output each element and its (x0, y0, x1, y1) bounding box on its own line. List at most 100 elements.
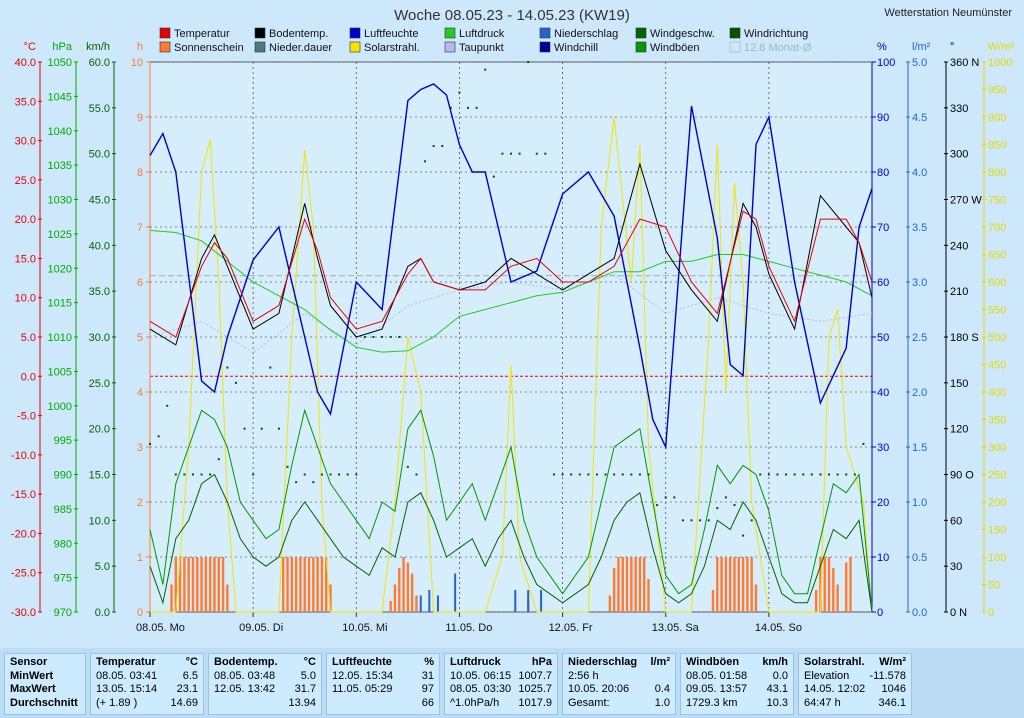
legend-label: 12.8 Monat-Ø (744, 42, 812, 54)
axis-unit: W/m² (988, 41, 1015, 53)
wind-dir-point (767, 473, 770, 476)
axis-tick-label: 350 (988, 415, 1006, 427)
axis-tick-label: 850 (988, 140, 1006, 152)
wind-dir-point (759, 473, 762, 476)
legend-swatch (444, 41, 456, 53)
x-day-label: 12.05. Fr (549, 622, 593, 634)
sunshine-bar (299, 557, 302, 612)
axis-tick-label: 25.0 (89, 378, 110, 390)
wind-dir-point (363, 336, 366, 338)
axis-tick-label: 900 (988, 112, 1006, 124)
series-layer (149, 61, 873, 613)
wind-dir-point (630, 473, 633, 476)
axis-tick-label: 1020 (48, 263, 72, 275)
axis-tick-label: 5.0 (95, 561, 110, 573)
wind-dir-point (836, 473, 839, 476)
wind-dir-point (518, 152, 521, 155)
legend-item: Windgeschw. (635, 27, 715, 40)
stats-row: 08.05. 01:58 0.0 (686, 670, 788, 684)
axis-tick-label: 120 (950, 424, 968, 436)
legend-label: Nieder.dauer (269, 42, 332, 54)
axis-tick-label: 10.0 (89, 515, 110, 527)
stats-cell-label: Elevation (804, 669, 850, 682)
stats-cell-value: 1025.7 (518, 683, 552, 695)
x-day-label: 14.05. So (755, 622, 802, 634)
wind-dir-point (647, 473, 650, 476)
axis-tick-label: 60 (877, 277, 889, 289)
sunshine-bar (320, 557, 324, 612)
axis-tick-label: 30 (877, 442, 889, 454)
axis-tick-label: 975 (54, 573, 72, 585)
sunshine-bar (393, 584, 397, 612)
sunshine-bar (213, 557, 216, 612)
legend-label: Sonnenschein (174, 42, 244, 54)
axis-tick-label: 2.0 (912, 387, 927, 399)
stats-header-label: Bodentemp. (214, 656, 278, 668)
axis-tick-label: 10.0 (15, 293, 36, 305)
wind-dir-point (269, 366, 272, 369)
sunshine-bar (814, 590, 818, 612)
wind-dir-point (707, 519, 710, 522)
wind-dir-point (432, 145, 435, 148)
legend-label: Windgeschw. (650, 28, 715, 40)
stats-cell-label: 11.05. 05:29 (332, 683, 393, 695)
stats-cell-value: 1046 (881, 683, 906, 695)
stats-panel: Sensor MinWert MaxWert Durchschnitt Temp… (0, 648, 1024, 718)
stats-row: 13.05. 15:14 23.1 (96, 683, 198, 697)
sunshine-bar (728, 557, 732, 612)
stats-column-header: Temperatur °C (96, 656, 198, 670)
axis-tick-label: -20.0 (11, 528, 36, 540)
stats-header-label: Solarstrahl. (804, 656, 865, 668)
wind-dir-point (819, 473, 822, 476)
stats-column: Luftdruck hPa 10.05. 06:15 1007.7 08.05. 03:… (444, 653, 558, 715)
legend-swatch (539, 41, 551, 53)
sunshine-bar (208, 557, 212, 612)
wind-dir-point (587, 473, 590, 476)
axis-tick-label: 0 (137, 607, 143, 619)
wind-dir-point (381, 336, 384, 338)
legend-swatch (444, 27, 456, 39)
axis-tick-label: -5.0 (17, 411, 36, 423)
sunshine-bar (307, 557, 311, 612)
stats-header-label: Windböen (686, 656, 740, 668)
stats-cell-label: 10.05. 20:06 (568, 683, 630, 695)
stats-cell-label: Gesamt: (568, 696, 610, 709)
wind-dir-point (510, 152, 512, 155)
axis-tick-label: 70 (877, 222, 889, 234)
axis-tick-label: 100 (988, 552, 1006, 564)
sunshine-bar (630, 557, 633, 612)
axis-tick-label: 330 (950, 103, 968, 115)
axis-tick-label: 150 (950, 378, 968, 390)
axis-tick-label: 400 (988, 387, 1006, 399)
stats-row: 08.05. 03:30 1025.7 (450, 683, 552, 697)
legend-item: Sonnenschein (159, 41, 244, 54)
sunshine-bar (415, 595, 418, 612)
axis-tick-label: 60 (950, 515, 962, 527)
wind-dir-point (862, 442, 865, 445)
wind-dir-point (475, 106, 478, 109)
legend-label: Windchill (554, 42, 598, 54)
precip-bar (419, 595, 422, 612)
axis-tick-label: 950 (988, 85, 1006, 97)
axis-tick-label: 300 (950, 149, 968, 161)
wind-dir-point (166, 404, 169, 407)
axis-tick-label: 0.0 (912, 607, 927, 619)
wind-dir-point (776, 473, 779, 476)
legend-item: Solarstrahl. (349, 41, 420, 54)
axis-tick-label: 1005 (48, 366, 72, 378)
axis-tick-label: 90 (877, 112, 889, 124)
axis-tick-label: 1035 (48, 160, 72, 172)
stats-cell-label: 12.05. 15:34 (332, 669, 394, 682)
precip-bar (514, 590, 517, 612)
wind-dir-point (845, 473, 848, 476)
axis-tick-label: 800 (988, 167, 1006, 179)
wind-dir-point (621, 473, 624, 476)
legend-label: Temperatur (174, 28, 230, 40)
wind-dir-point (785, 473, 788, 476)
axis-tick-label: 0 (988, 607, 994, 619)
axis-tick-label: 1000 (48, 401, 72, 413)
wind-dir-point (312, 481, 315, 484)
legend-swatch (635, 27, 647, 39)
axis-tick-label: 300 (988, 442, 1006, 454)
stats-row: 11.05. 05:29 97 (332, 683, 434, 697)
